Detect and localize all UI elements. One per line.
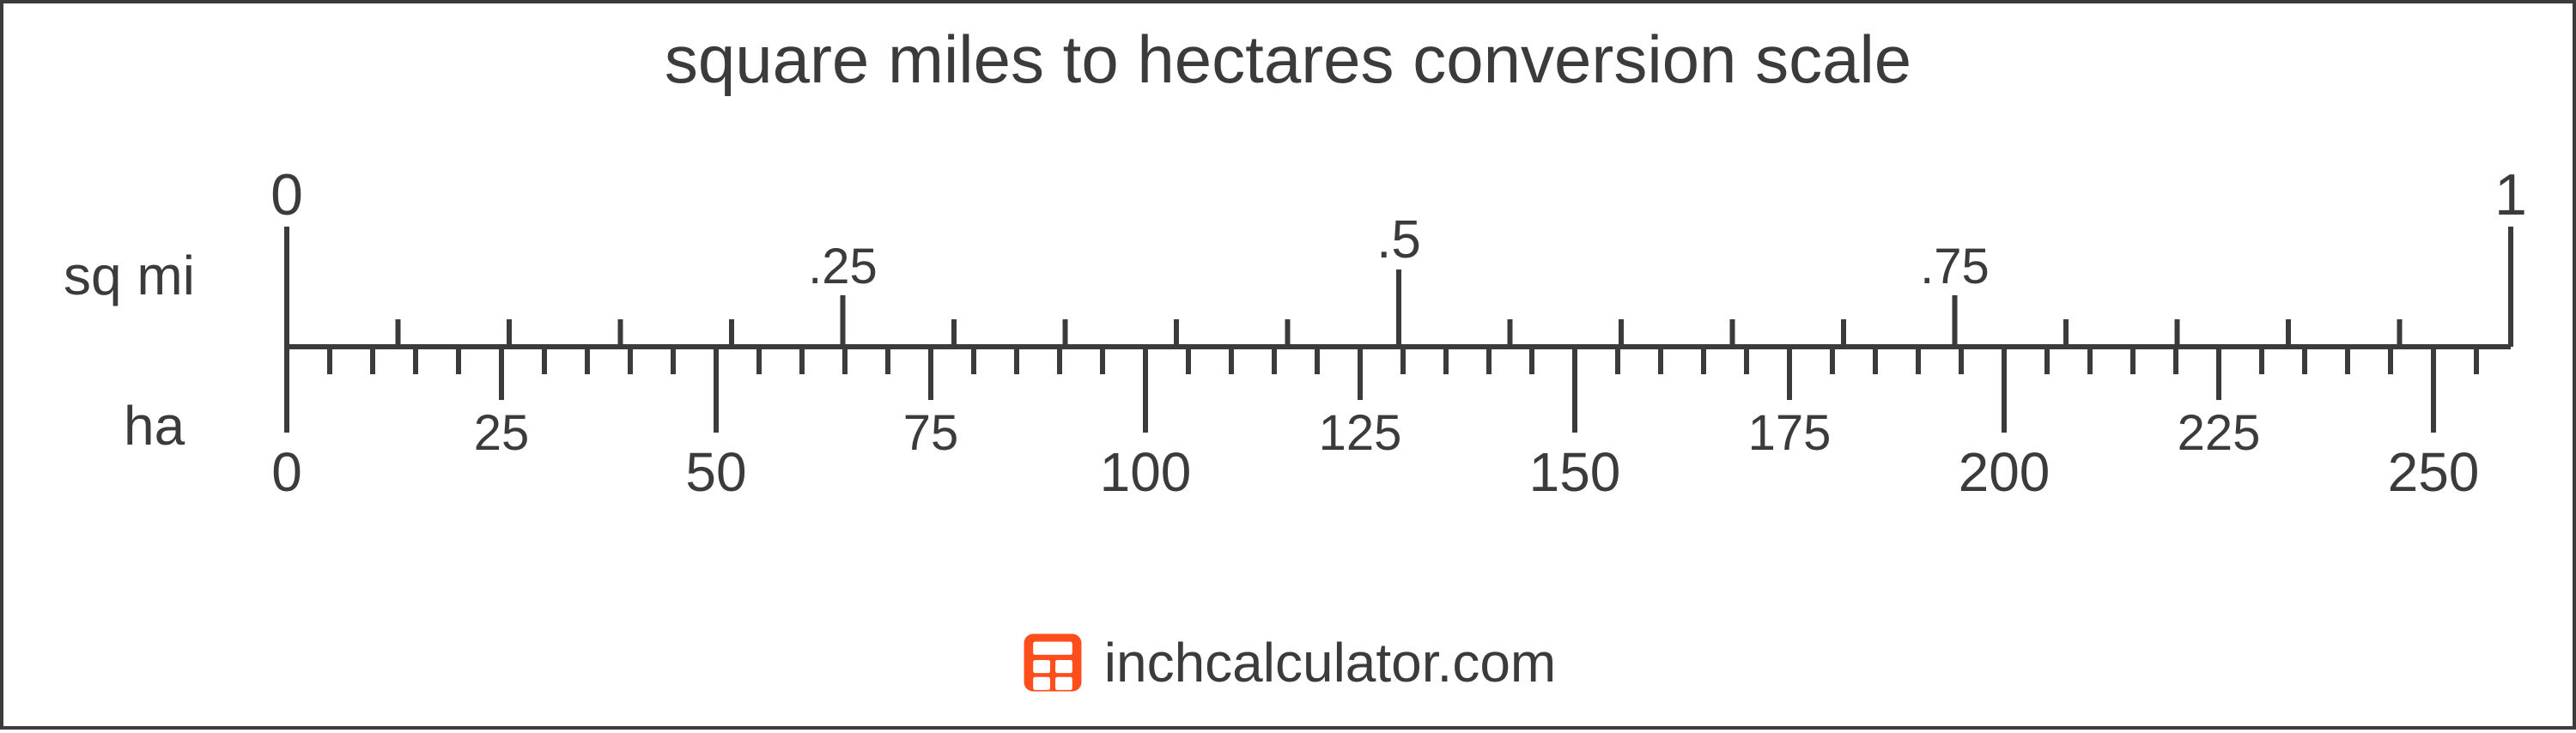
svg-text:175: 175	[1748, 405, 1832, 461]
svg-text:0: 0	[270, 162, 303, 227]
conversion-scale-svg: .25.75.5012575125175225050100150200250	[3, 3, 2576, 733]
svg-text:.75: .75	[1920, 239, 1990, 294]
svg-text:250: 250	[2388, 441, 2480, 503]
svg-text:.25: .25	[808, 239, 878, 294]
svg-text:100: 100	[1100, 441, 1192, 503]
svg-text:200: 200	[1959, 441, 2050, 503]
svg-text:225: 225	[2178, 405, 2261, 461]
svg-text:150: 150	[1529, 441, 1621, 503]
svg-text:1: 1	[2494, 162, 2527, 227]
svg-text:.5: .5	[1376, 210, 1421, 270]
svg-text:25: 25	[474, 405, 530, 461]
svg-text:125: 125	[1319, 405, 1402, 461]
svg-text:75: 75	[903, 405, 959, 461]
svg-text:0: 0	[271, 441, 302, 503]
conversion-scale-frame: square miles to hectares conversion scal…	[0, 0, 2576, 730]
svg-text:50: 50	[685, 441, 746, 503]
site-name: inchcalculator.com	[1104, 631, 1556, 694]
calculator-icon	[1020, 630, 1085, 695]
footer: inchcalculator.com	[3, 630, 2573, 695]
